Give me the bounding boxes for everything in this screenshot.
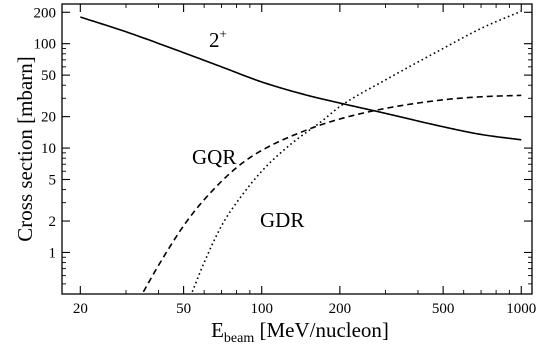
y-tick-label: 10 (41, 141, 56, 157)
x-tick-label: 20 (73, 301, 88, 317)
tick-labels: 20 50 100 200 500 1000 1 2 5 10 20 50 100 200 (34, 5, 537, 317)
x-axis-label: Ebeam [MeV/nucleon] (211, 318, 389, 346)
plot-frame (61, 3, 533, 295)
y-tick-label: 50 (41, 68, 56, 84)
curve-label-gdr: GDR (260, 208, 304, 232)
curve-label-2plus: 2+ (209, 26, 227, 52)
x-tick-label: 100 (250, 301, 273, 317)
y-tick-label: 20 (41, 110, 56, 126)
series-line-gqr (142, 94, 522, 293)
y-tick-label: 100 (34, 37, 57, 53)
x-tick-label: 500 (432, 301, 455, 317)
curve-label-gqr: GQR (192, 145, 236, 169)
series-line-gdr (191, 10, 522, 293)
y-tick-label: 1 (49, 245, 57, 261)
series-line-2plus (80, 16, 522, 141)
y-tick-label: 200 (34, 5, 57, 21)
x-tick-label: 200 (329, 301, 352, 317)
y-tick-label: 2 (49, 214, 57, 230)
x-tick-label: 1000 (506, 301, 536, 317)
x-tick-label: 50 (176, 301, 191, 317)
y-tick-label: 5 (49, 172, 57, 188)
y-axis-label: Cross section [mbarn] (13, 56, 37, 241)
axis-ticks (62, 4, 532, 295)
series-lines (80, 10, 522, 293)
